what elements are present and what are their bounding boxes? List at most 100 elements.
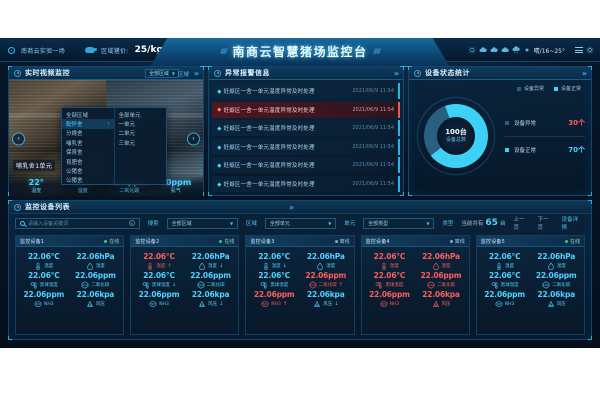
legend-item-normal[interactable]: 设备正常	[553, 85, 581, 92]
region-menu-column: 全部区域 配怀舍 › 分娩舍 哺乳舍 保育舍 育肥舍 公猪舍 公猪舍	[62, 108, 114, 184]
video-metric-label: 氨气	[170, 188, 181, 194]
blackglobe-icon	[376, 282, 382, 289]
metric-label-row: 温度	[495, 262, 514, 270]
device-card[interactable]: 监控设备3 离线 22.06°C 温度 ↓ 22.06hPa 湿度 22.06°C 黑球温度 22…	[245, 235, 355, 335]
region-menu-item-1[interactable]: 配怀舍 ›	[62, 119, 114, 129]
device-metric-grid: 22.06°C 温度 22.06hPa 湿度 22.06°C 黑球温度 22.06ppm CO…	[16, 247, 123, 308]
blackglobe-icon	[260, 282, 267, 289]
metric-value: 22.06°C	[258, 271, 290, 280]
device-card[interactable]: 监控设备1 在线 22.06°C 温度 22.06hPa 湿度 22.06°C 黑球温度 22.…	[15, 235, 125, 335]
status-swatch	[505, 147, 509, 152]
device-list-title: 监控设备列表	[25, 203, 70, 211]
metric-label-row: 风压	[432, 300, 451, 308]
search-button[interactable]: 搜索	[147, 221, 159, 227]
menu-item-label: 分娩舍	[66, 131, 83, 138]
video-region-select[interactable]: 全部区域 ▼	[145, 69, 179, 78]
unit-menu-item-0[interactable]: 全部单元	[115, 110, 167, 119]
region-menu-item-0[interactable]: 全部区域	[62, 110, 114, 119]
region-menu-item-5[interactable]: 育肥舍	[62, 157, 114, 166]
region-menu-item-3[interactable]: 哺乳舍	[62, 138, 114, 147]
device-card[interactable]: 监控设备2 在线 22.06°C 温度 ↑ 22.06hPa 湿度 ↓ 22.06°C 黑球温度 ↓…	[130, 235, 240, 335]
legend-item-abnormal[interactable]: 设备异常	[516, 85, 544, 92]
alarm-row[interactable]: 妊娠区一舍一单元温度异常及时处理 2021/06/9 11:54	[212, 175, 400, 192]
device-list-more-button[interactable]: »	[289, 203, 294, 212]
metric-label-row: 温度	[34, 262, 53, 270]
pagination: 当前共有 65 台 上一页 下一页 设备详情	[461, 215, 585, 231]
region-menu-item-4[interactable]: 保育舍	[62, 148, 114, 157]
corner-decor	[588, 336, 592, 340]
metric-value: 22.06ppm	[484, 290, 525, 299]
menu-item-label: 配怀舍	[66, 122, 83, 129]
unit-menu-item-1[interactable]: 一单元	[115, 119, 167, 128]
alarm-row[interactable]: 妊娠区一舍一单元温度异常及时处理 2021/06/9 11:54	[212, 83, 400, 99]
device-card-header: 监控设备1 在线	[16, 236, 124, 247]
device-detail-button[interactable]: 设备详情	[561, 217, 579, 231]
alarm-text: 妊娠区一舍一单元温度异常及时处理	[223, 144, 315, 151]
filter-label-type: 类型	[442, 221, 454, 227]
video-metric-value: 50ppm	[160, 178, 192, 187]
metric-label: 黑球温度	[39, 283, 58, 288]
gear-icon[interactable]	[586, 46, 594, 54]
video-overlay-tag: 哺乳舍1单元	[13, 160, 56, 171]
device-card[interactable]: 监控设备5 在线 22.06°C 温度 22.06hPa 湿度 22.06°C 黑球温度 22.…	[475, 235, 586, 335]
donut-center-label: 100台 设备总数	[417, 97, 495, 175]
donut-ring	[424, 104, 488, 168]
device-status-label: 离线	[339, 238, 350, 245]
trend-down-icon: ↓	[171, 281, 177, 288]
cloud-icon	[479, 47, 487, 52]
device-metric-cell: 22.06°C 黑球温度	[364, 271, 416, 289]
next-page-button[interactable]: 下一页	[537, 217, 549, 231]
chevron-right-icon: ›	[107, 121, 110, 128]
metric-label: 二氧化碳	[91, 283, 110, 288]
alarm-row[interactable]: 妊娠区一舍一单元温度异常及时处理 2021/06/9 11:54	[212, 101, 400, 118]
metric-value: 22.06ppm	[305, 271, 347, 280]
alarm-panel: 异常报警信息 » 妊娠区一舍一单元温度异常及时处理 2021/06/9 11:54…	[208, 66, 404, 196]
alarm-time: 2021/06/9 11:54	[352, 88, 394, 94]
metric-label: 风压	[208, 302, 217, 307]
status-dot-icon	[334, 239, 338, 243]
metric-value: 22.06°C	[28, 252, 60, 261]
region-dropdown-menu[interactable]: 全部区域 配怀舍 › 分娩舍 哺乳舍 保育舍 育肥舍 公猪舍 公猪舍 全部单元 一单元 二单元 三单元	[61, 107, 167, 185]
search-input[interactable]: 请输入设备关键词 ×	[15, 217, 140, 229]
metric-label: 黑球温度	[270, 283, 289, 288]
metric-label: 风压	[95, 302, 105, 307]
prev-page-button[interactable]: 上一页	[513, 217, 525, 231]
device-status-badge: 在线	[104, 238, 119, 245]
region-menu-item-6[interactable]: 公猪舍	[62, 166, 114, 175]
alarm-row[interactable]: 妊娠区一舍一单元温度异常及时处理 2021/06/9 11:54	[212, 138, 400, 155]
video-next-button[interactable]: ›	[187, 132, 200, 145]
alarm-more-button[interactable]: »	[393, 68, 399, 78]
filter-select-region[interactable]: 全部区域 ▼	[166, 217, 238, 229]
device-card-name: 监控设备5	[480, 238, 505, 245]
device-metric-cell: 22.06hPa 湿度	[300, 252, 352, 270]
nh3-icon: NH	[495, 301, 503, 307]
alarm-bullet-icon	[217, 145, 222, 149]
region-menu-item-2[interactable]: 分娩舍	[62, 129, 114, 138]
donut-total-value: 100台	[445, 128, 467, 136]
filter-select-unit-value: 全部单元	[269, 220, 290, 227]
filter-select-unit[interactable]: 全部单元 ▼	[264, 217, 337, 229]
hamburger-menu-icon[interactable]	[575, 47, 583, 53]
video-more-button[interactable]: »	[193, 68, 199, 78]
metric-value: 22.06ppm	[420, 271, 462, 280]
metric-label: 湿度	[441, 264, 451, 269]
co2-icon: CO2	[197, 281, 204, 289]
device-metric-cell: 22.06°C 温度	[364, 252, 416, 270]
alarm-row[interactable]: 妊娠区一舍一单元温度异常及时处理 2021/06/9 11:54	[212, 120, 400, 137]
metric-label: NH3	[271, 301, 281, 307]
corner-decor	[408, 66, 412, 70]
alarm-row[interactable]: 妊娠区一舍一单元温度异常及时处理 2021/06/9 11:54	[212, 157, 400, 174]
donut-legend: 设备异常 设备正常	[415, 85, 585, 92]
clear-circle-icon[interactable]: ×	[128, 220, 135, 226]
metric-label-row: 黑球温度	[260, 281, 288, 289]
unit-menu-item-3[interactable]: 三单元	[115, 138, 167, 147]
video-prev-button[interactable]: ‹	[12, 132, 25, 145]
device-metric-cell: 22.06°C 黑球温度	[18, 271, 70, 289]
filter-select-type[interactable]: 全部类型 ▼	[363, 217, 435, 229]
header-dot-icon	[14, 69, 21, 77]
unit-menu-item-2[interactable]: 二单元	[115, 129, 167, 138]
device-card[interactable]: 监控设备4 离线 22.06°C 温度 22.06hPa 湿度 22.06°C 黑球温度 22.…	[360, 235, 470, 335]
metric-value: 22.06hPa	[537, 252, 576, 261]
region-menu-item-7[interactable]: 公猪舍	[62, 176, 114, 185]
device-status-more-button[interactable]: »	[581, 68, 587, 78]
